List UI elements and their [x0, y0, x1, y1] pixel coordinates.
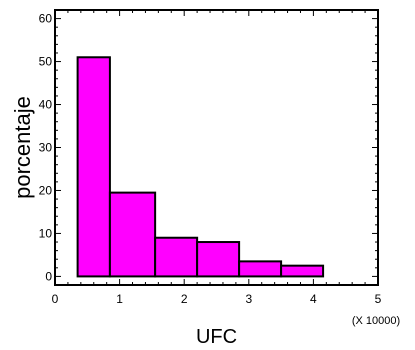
y-axis-title: porcentaje: [10, 96, 35, 199]
x-tick-label: 4: [310, 292, 317, 306]
histogram-bar-4: [196, 241, 241, 278]
x-tick-label: 1: [116, 292, 123, 306]
x-tick-label: 5: [375, 292, 382, 306]
histogram-bar-5: [238, 260, 283, 278]
y-tick-label: 30: [39, 141, 53, 155]
histogram-bar-3: [154, 236, 199, 278]
x-tick-label: 3: [245, 292, 252, 306]
x-axis-title: UFC: [196, 326, 237, 345]
y-tick-label: 10: [39, 226, 53, 240]
histogram-bar-1: [76, 56, 111, 278]
plot-frame: [54, 9, 379, 286]
x-tick-label: 0: [52, 292, 59, 306]
y-tick-label: 60: [39, 12, 53, 26]
y-tick-label: 40: [39, 98, 53, 112]
y-tick-label: 50: [39, 55, 53, 69]
x-tick-label: 2: [181, 292, 188, 306]
histogram-bar-6: [280, 264, 325, 278]
bars-layer: [76, 56, 325, 278]
histogram-bar-2: [108, 191, 157, 278]
y-tick-label: 20: [39, 183, 53, 197]
x-axis-multiplier: (X 10000): [352, 315, 400, 327]
y-tick-label: 0: [45, 269, 52, 283]
